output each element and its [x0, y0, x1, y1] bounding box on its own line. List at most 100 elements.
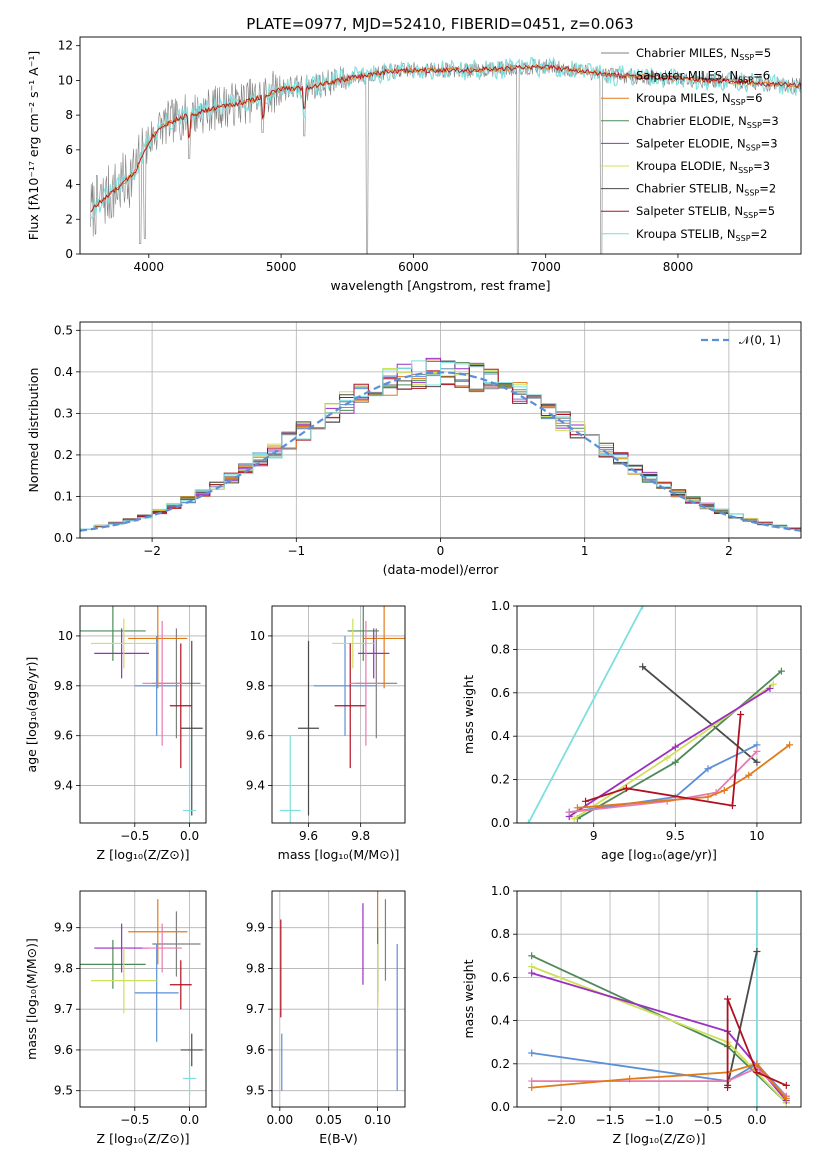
weight-series-0 [527, 606, 644, 823]
weight-marker [582, 797, 590, 805]
y-tick-label: 9.6 [246, 1043, 265, 1057]
weight-marker [766, 684, 774, 692]
x-axis-label: wavelength [Angstrom, rest frame] [330, 278, 550, 293]
plot-area-age-vs-Z [80, 606, 203, 823]
x-axis-label: mass [log₁₀(M/M⊙)] [278, 847, 400, 862]
legend-count: =3 [753, 159, 770, 173]
errorbar-point-1 [134, 943, 179, 1042]
spectrum-data-line [90, 58, 801, 254]
weight-series-8 [585, 714, 742, 807]
weight-marker [753, 891, 761, 895]
x-tick-label: 0.0 [180, 1113, 199, 1127]
x-tick-label: 8000 [663, 260, 694, 274]
weight-marker [528, 1084, 536, 1092]
weight-marker [528, 1049, 536, 1057]
weight-marker [671, 743, 679, 751]
errorbar-point-6 [180, 1033, 203, 1067]
y-tick-label: 0.4 [54, 365, 73, 379]
legend-label-5: Kroupa ELODIE, NSSP=3 [636, 159, 770, 175]
axes-frame [516, 890, 802, 1108]
y-tick-label: 0.2 [54, 448, 73, 462]
weight-marker [753, 747, 761, 755]
legend-count: =3 [761, 136, 778, 150]
errorbar-point-4 [94, 923, 150, 973]
legend-label-1: Salpeter MILES, NSSP=6 [636, 69, 770, 85]
weight-marker [745, 771, 753, 779]
y-tick-label: 0.5 [54, 323, 73, 337]
legend-label-0: Chabrier MILES, NSSP=5 [636, 46, 771, 62]
legend-count: =6 [746, 91, 763, 105]
weight-marker [769, 680, 777, 688]
y-tick-label: 0.1 [54, 489, 73, 503]
errorbar-point-2 [128, 899, 188, 965]
y-tick-label: 0.0 [491, 816, 510, 830]
y-axis-label: age [log₁₀(age/yr)] [24, 657, 39, 773]
x-tick-label: 0 [437, 544, 445, 558]
x-tick-label: 0.0 [180, 829, 199, 843]
legend-count: =2 [759, 182, 776, 196]
y-tick-label: 9.7 [246, 1002, 265, 1016]
y-tick-label: 9.5 [54, 1084, 73, 1098]
y-tick-label: 9.4 [246, 779, 265, 793]
legend-name: Salpeter ELODIE, N [636, 136, 746, 150]
errorbar-point-4 [358, 628, 390, 679]
y-tick-label: 0.0 [491, 1100, 510, 1114]
y-tick-label: 4 [65, 178, 73, 192]
y-axis-label: mass [log₁₀(M/M⊙)] [24, 938, 39, 1060]
legend-name: Chabrier MILES, N [636, 46, 739, 60]
axes-frame [79, 321, 802, 539]
weight-marker [639, 606, 647, 610]
y-tick-label: 10 [58, 73, 73, 87]
x-tick-label: −2 [143, 544, 161, 558]
legend-count: =2 [751, 227, 768, 241]
errorbar-point-2 [363, 606, 405, 689]
plot-area-weight-vs-age [524, 606, 794, 823]
errorbar-point-8 [279, 735, 301, 823]
y-tick-label: 10 [250, 629, 265, 643]
axes-frame [516, 605, 802, 824]
legend-sub: SSP [747, 121, 762, 130]
y-tick-label: 9.9 [246, 921, 265, 935]
plot-area-mass-vs-EBV [280, 891, 398, 1091]
errorbar-point-5 [331, 618, 374, 669]
weight-marker [528, 969, 536, 977]
weight-marker [753, 741, 761, 749]
y-tick-label: 10 [58, 629, 73, 643]
weight-marker [671, 758, 679, 766]
legend-name: Chabrier ELODIE, N [636, 114, 747, 128]
x-tick-label: 9.8 [351, 829, 370, 843]
legend-count: =6 [753, 69, 770, 83]
legend-label-8: Kroupa STELIB, NSSP=2 [636, 227, 767, 243]
errorbar-point-9 [142, 620, 182, 746]
y-tick-label: 12 [58, 39, 73, 53]
legend-label-4: Salpeter ELODIE, NSSP=3 [636, 136, 778, 152]
legend-name: Kroupa STELIB, N [636, 227, 736, 241]
plot-area-spectrum [90, 56, 801, 254]
x-tick-label: 6000 [398, 260, 429, 274]
x-tick-label: 1 [581, 544, 589, 558]
histogram-8 [80, 360, 801, 530]
axes-frame [79, 890, 207, 1108]
x-axis-label: Z [log₁₀(Z/Z⊙)] [613, 1131, 706, 1146]
legend-normal-label: 𝒩(0, 1) [739, 333, 781, 347]
weight-marker [663, 754, 671, 762]
panel-weight-vs-age: 9 9.5 10 0.0 0.2 0.4 0.6 0.8 1.0 age [log₁₀(age/y… [461, 599, 802, 862]
plot-area-residuals [80, 357, 801, 532]
x-tick-label: 9 [590, 829, 598, 843]
legend-label-2: Kroupa MILES, NSSP=6 [636, 91, 762, 107]
x-tick-label: 4000 [134, 260, 165, 274]
legend-label-3: Chabrier ELODIE, NSSP=3 [636, 114, 779, 130]
errorbar-point-9 [350, 620, 382, 746]
legend-sub: SSP [738, 166, 753, 175]
x-tick-label: −1 [287, 544, 305, 558]
spectrum-model-line [90, 64, 801, 213]
spectrum-model-line [90, 56, 801, 219]
y-axis-label: mass weight [461, 959, 476, 1038]
histogram-6 [80, 364, 801, 530]
errorbar-point-1 [134, 635, 179, 736]
weight-series-8 [726, 998, 787, 1088]
errorbar-point-8 [182, 1062, 197, 1095]
x-tick-label: −0.5 [120, 829, 149, 843]
y-tick-label: 1.0 [491, 884, 510, 898]
